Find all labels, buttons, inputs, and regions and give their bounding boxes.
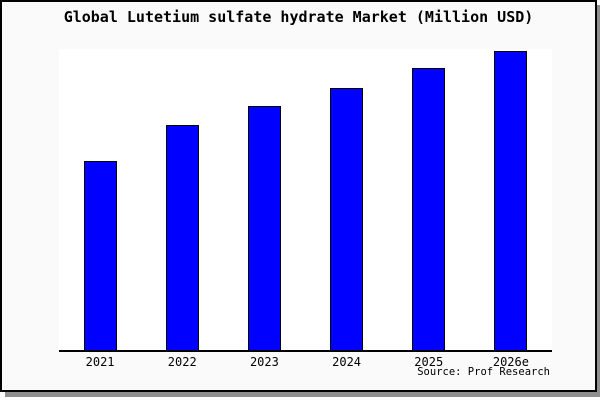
bar-2022	[165, 125, 199, 350]
x-axis-label-2024: 2024	[332, 355, 362, 369]
bar-2026e	[494, 50, 528, 350]
x-axis-label-2025: 2025	[414, 355, 444, 369]
x-axis-label-2023: 2023	[249, 355, 279, 369]
source-label: Source: Prof Research	[417, 366, 550, 378]
chart-frame: Global Lutetium sulfate hydrate Market (…	[0, 0, 597, 392]
plot-area	[59, 49, 552, 352]
bar-2023	[247, 105, 281, 350]
x-axis-label-2021: 2021	[85, 355, 115, 369]
chart-title: Global Lutetium sulfate hydrate Market (…	[63, 8, 534, 26]
x-axis: 2021 2022 2023 2024 2025 2026e	[59, 355, 552, 369]
bar-2025	[412, 68, 446, 350]
bar-2024	[330, 87, 364, 350]
bar-2021	[83, 161, 117, 350]
x-axis-label-2022: 2022	[167, 355, 197, 369]
x-axis-label-2026e: 2026e	[492, 355, 529, 369]
